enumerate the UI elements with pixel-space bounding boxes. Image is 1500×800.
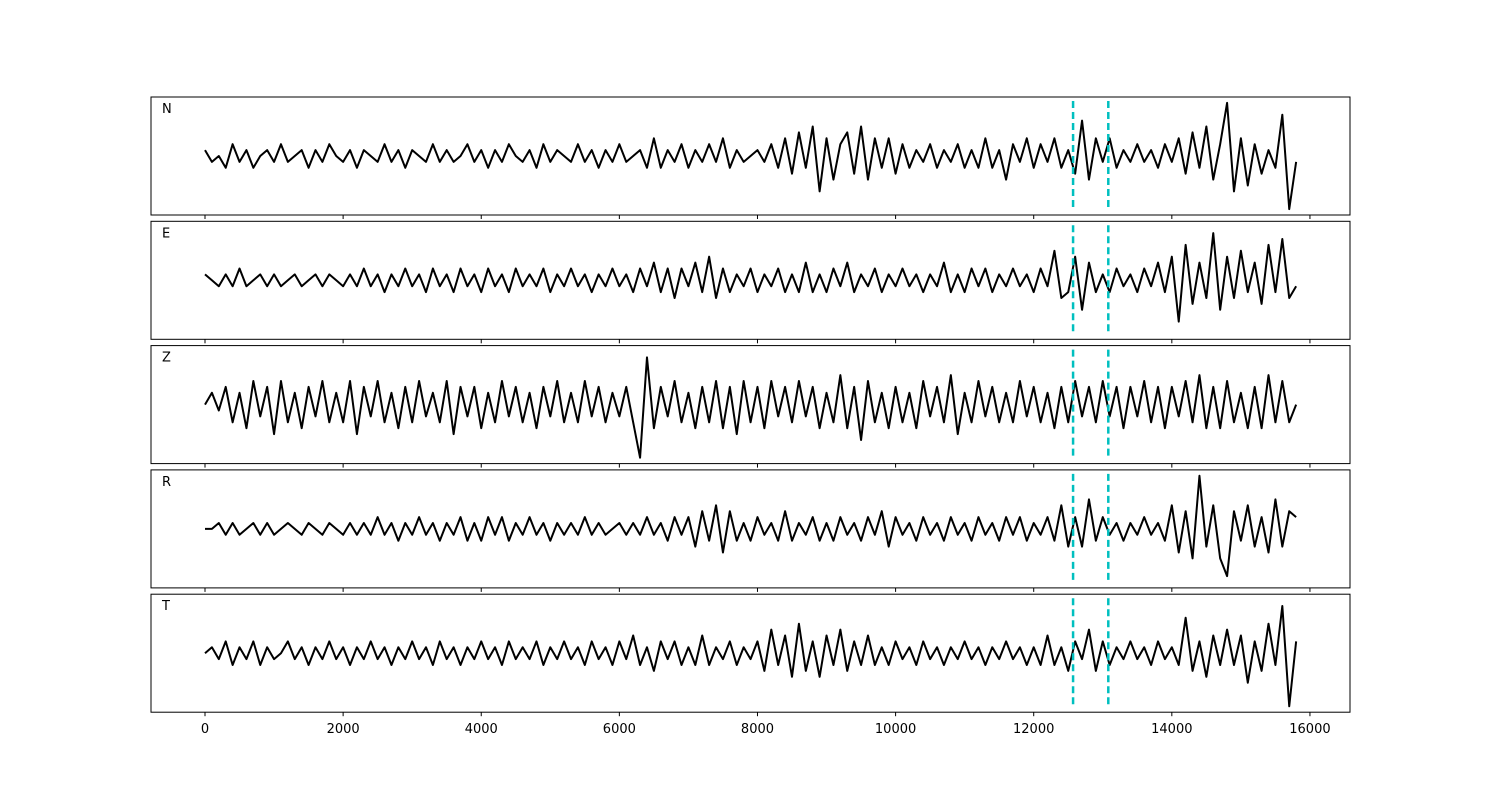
panel-label: R <box>162 475 171 490</box>
x-tick-label: 4000 <box>465 722 498 737</box>
trace <box>204 605 1298 708</box>
trace <box>205 474 1297 578</box>
x-tick-label: 14000 <box>1151 722 1192 737</box>
panel-label: N <box>162 102 172 117</box>
panel-frame <box>150 96 1351 216</box>
panel-label: T <box>161 599 170 614</box>
trace <box>204 101 1298 211</box>
trace <box>204 356 1298 459</box>
x-tick-label: 16000 <box>1289 722 1330 737</box>
x-tick-label: 6000 <box>603 722 636 737</box>
x-tick-label: 8000 <box>741 722 774 737</box>
panel-frame <box>150 345 1351 465</box>
panel-label: Z <box>162 351 171 366</box>
panel-frame <box>150 593 1351 713</box>
x-tick-label: 10000 <box>875 722 916 737</box>
x-tick-label: 0 <box>201 722 209 737</box>
panel-frame <box>150 469 1351 589</box>
x-tick-label: 12000 <box>1013 722 1054 737</box>
panel-label: E <box>162 226 170 241</box>
panel-frame <box>150 220 1351 340</box>
x-tick-label: 2000 <box>327 722 360 737</box>
trace <box>204 232 1297 323</box>
